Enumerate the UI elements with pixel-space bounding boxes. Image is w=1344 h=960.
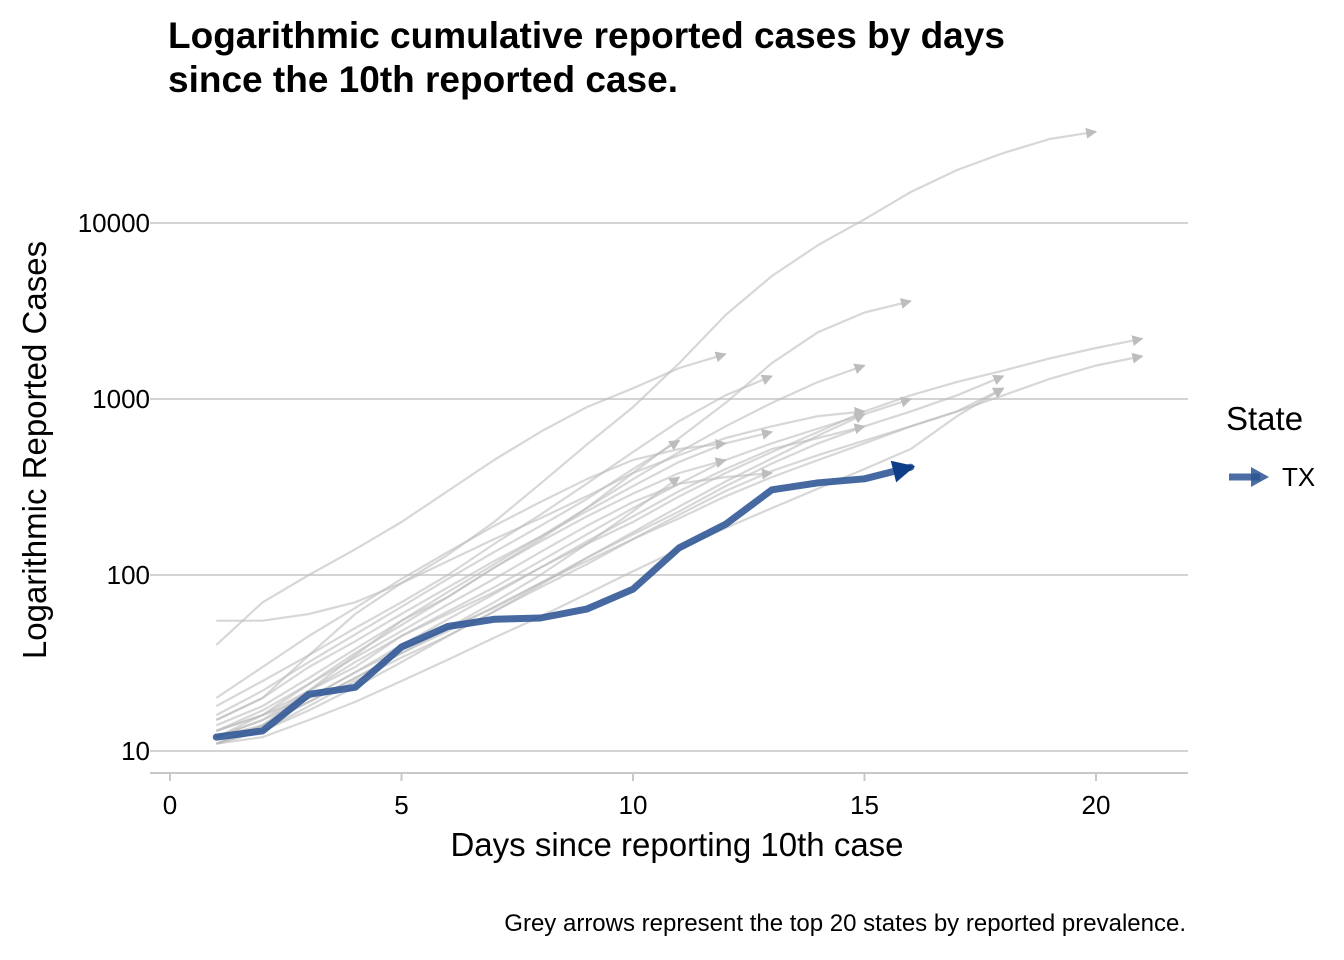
x-tick-label: 5	[394, 790, 408, 820]
background-series-line-3	[215, 335, 1144, 739]
background-series-line-9	[215, 374, 773, 708]
chart-caption: Grey arrows represent the top 20 states …	[504, 910, 1186, 937]
x-tick-label: 10	[619, 790, 648, 820]
gridlines	[150, 222, 1188, 752]
background-series-line-4	[215, 352, 1144, 732]
y-axis-label: Logarithmic Reported Cases	[16, 240, 53, 660]
legend-label-tx: TX	[1282, 462, 1316, 492]
y-tick-label: 10000	[78, 208, 150, 238]
chart-title-line1: Logarithmic cumulative reported cases by…	[168, 15, 1005, 56]
legend-key-tx	[1229, 467, 1269, 487]
x-tick-label: 0	[163, 790, 177, 820]
background-series-line-7	[215, 351, 727, 646]
highlight-series	[212, 460, 916, 741]
background-series-line-13	[215, 439, 727, 699]
background-series-line-1	[215, 127, 1098, 721]
background-series-line-15	[215, 439, 681, 717]
background-series-line-17	[215, 468, 773, 732]
background-series-line-20	[216, 387, 1005, 745]
x-tick-label: 20	[1082, 790, 1111, 820]
legend-title: State	[1226, 400, 1304, 437]
y-tick-label: 10	[121, 736, 150, 766]
x-axis-label: Days since reporting 10th case	[450, 826, 904, 863]
chart-title-line2: since the 10th reported case.	[168, 59, 678, 100]
background-series-line-8	[215, 396, 912, 732]
axes: 10 100 1000 10000 0 5 10 15 20	[78, 208, 1188, 820]
y-tick-label: 1000	[92, 384, 150, 414]
y-tick-label: 100	[107, 560, 150, 590]
x-tick-label: 15	[850, 790, 879, 820]
background-series-line-12	[215, 428, 773, 721]
chart-title: Logarithmic cumulative reported cases by…	[168, 14, 1005, 102]
tx-series-line	[212, 460, 916, 741]
background-series-line-11	[216, 413, 866, 745]
background-series-line-10	[215, 363, 866, 727]
background-series	[215, 127, 1144, 745]
background-series-line-19	[216, 406, 866, 622]
